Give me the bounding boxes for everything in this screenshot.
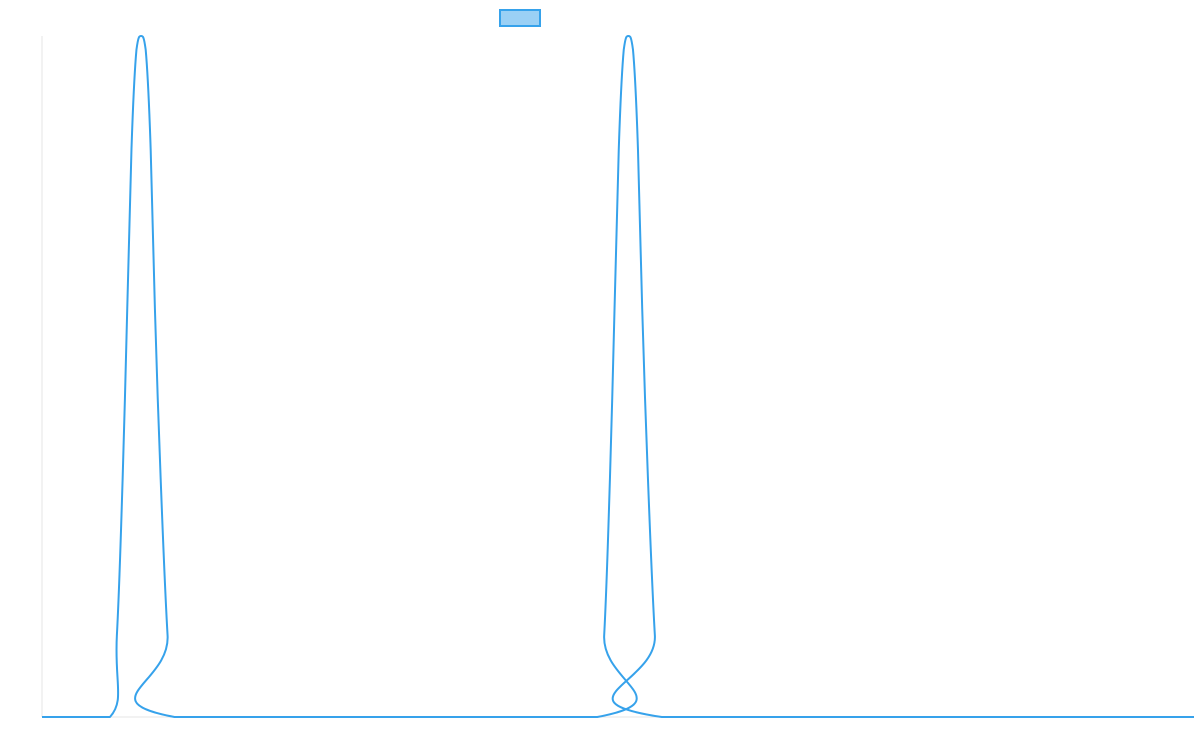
legend-swatch[interactable] [499, 9, 541, 27]
series-line-0 [41, 35, 1194, 719]
series-layer [41, 35, 1194, 719]
axes [41, 36, 1194, 718]
legend[interactable] [499, 9, 541, 27]
